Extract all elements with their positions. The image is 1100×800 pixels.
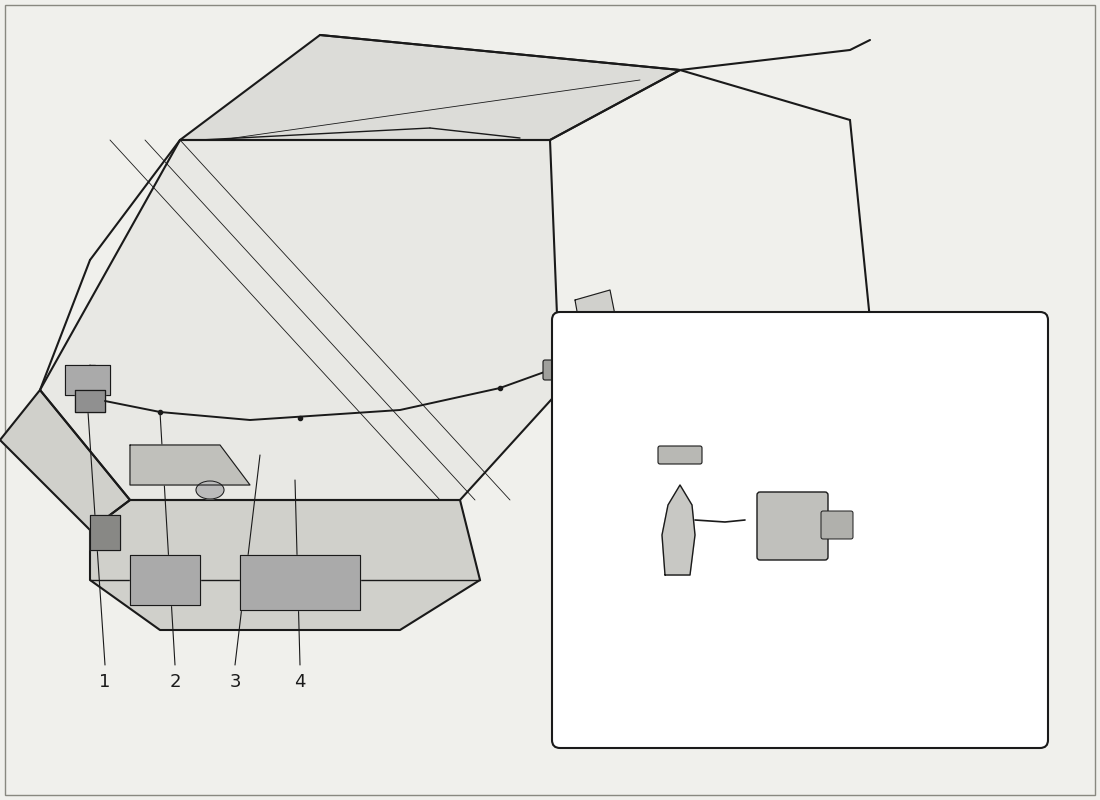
Text: 2: 2 [169, 673, 180, 691]
Text: 3: 3 [720, 705, 732, 723]
Polygon shape [0, 390, 130, 530]
Polygon shape [662, 485, 695, 575]
Polygon shape [90, 515, 120, 550]
Polygon shape [65, 365, 110, 395]
Polygon shape [75, 390, 104, 412]
Text: 4: 4 [295, 673, 306, 691]
Polygon shape [130, 445, 250, 485]
Polygon shape [575, 290, 615, 328]
FancyBboxPatch shape [658, 446, 702, 464]
Polygon shape [130, 555, 200, 605]
Ellipse shape [650, 458, 850, 602]
Ellipse shape [741, 523, 759, 537]
Text: 1: 1 [99, 673, 111, 691]
Polygon shape [240, 555, 360, 610]
FancyBboxPatch shape [552, 312, 1048, 748]
Text: 8: 8 [782, 672, 794, 690]
Polygon shape [40, 140, 560, 500]
Ellipse shape [196, 481, 224, 499]
Text: 5: 5 [654, 672, 666, 690]
FancyBboxPatch shape [543, 360, 569, 380]
Text: 3: 3 [229, 673, 241, 691]
FancyBboxPatch shape [821, 511, 852, 539]
FancyBboxPatch shape [757, 492, 828, 560]
Polygon shape [90, 500, 480, 630]
Polygon shape [180, 35, 680, 140]
